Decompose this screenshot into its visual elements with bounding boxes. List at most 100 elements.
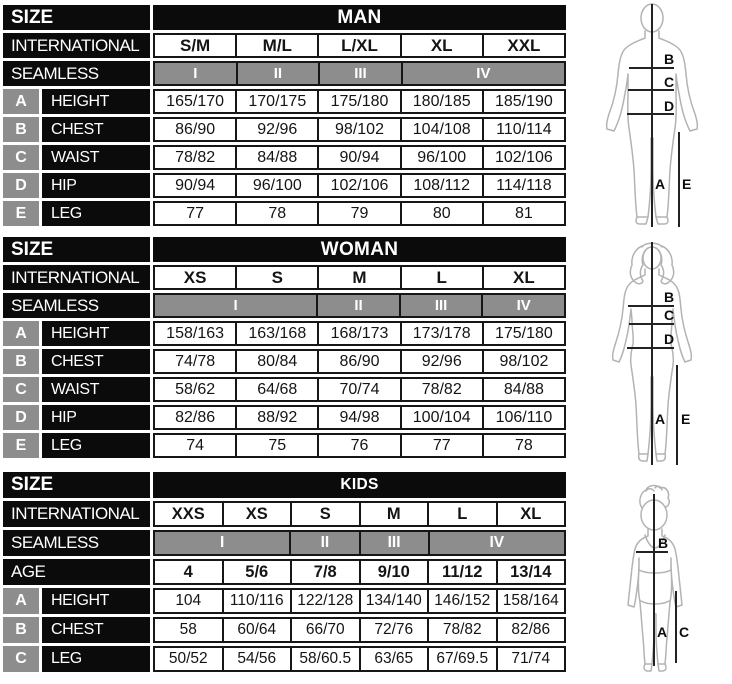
measure-value-cell: 104/108	[399, 117, 484, 142]
row-cells: 77 78 79 80 81	[153, 201, 567, 226]
child-inner-leg-label: A	[657, 624, 667, 640]
measure-value-cell: 80/84	[235, 349, 320, 374]
measure-value-cell: 78/82	[153, 145, 238, 170]
measure-value-cell: 108/112	[399, 173, 484, 198]
measure-value-cell: 77	[153, 201, 238, 226]
international-size-cell: L	[427, 501, 498, 527]
measure-label: HEIGHT	[42, 588, 150, 614]
measure-value-cell: 86/90	[153, 117, 238, 142]
measure-value-cell: 63/65	[358, 646, 429, 672]
size-header-label: SIZE	[3, 5, 150, 30]
seamless-row-label: SEAMLESS	[3, 61, 150, 86]
measure-label: HIP	[42, 405, 150, 430]
seamless-numeral-cell: I	[153, 530, 292, 556]
measure-value-cell: 78	[235, 201, 320, 226]
seamless-numeral-cell: IV	[481, 293, 566, 318]
measure-value-cell: 173/178	[399, 321, 484, 346]
row-cells: I II III IV	[153, 530, 566, 556]
measure-value-cell: 74/78	[153, 349, 238, 374]
age-value-cell: 13/14	[495, 559, 566, 585]
table-title: MAN	[153, 5, 566, 30]
measure-value-cell: 180/185	[399, 89, 484, 114]
international-row-label: INTERNATIONAL	[3, 33, 150, 58]
measure-label: HEIGHT	[42, 89, 150, 114]
international-size-cell: XS	[153, 265, 238, 290]
international-size-cell: L/XL	[317, 33, 402, 58]
row-cells: 50/52 54/56 58/60.5 63/65 67/69.5 71/74	[153, 646, 566, 672]
measure-value-cell: 158/164	[495, 588, 566, 614]
measure-value-cell: 146/152	[427, 588, 498, 614]
woman-waist-label: C	[664, 307, 674, 323]
measure-value-cell: 102/106	[481, 145, 567, 170]
measure-value-cell: 70/74	[317, 377, 402, 402]
measure-value-cell: 79	[317, 201, 402, 226]
size-header-label: SIZE	[3, 237, 150, 262]
table-row: B CHEST 86/90 92/96 98/102 104/108 110/114	[3, 117, 567, 142]
measure-value-cell: 102/106	[317, 173, 402, 198]
measure-value-cell: 84/88	[235, 145, 320, 170]
measure-value-cell: 77	[399, 433, 484, 458]
man-waist-label: C	[664, 74, 674, 90]
row-cells: MAN	[153, 5, 566, 30]
table-row: C WAIST 78/82 84/88 90/94 96/100 102/106	[3, 145, 567, 170]
measure-value-cell: 81	[481, 201, 567, 226]
table-row: INTERNATIONAL S/M M/L L/XL XL XXL	[3, 33, 567, 58]
man-inner-leg-label: A	[655, 176, 665, 192]
age-value-cell: 5/6	[221, 559, 292, 585]
measure-value-cell: 86/90	[317, 349, 402, 374]
table-row: SEAMLESS I II III IV	[3, 61, 566, 86]
seamless-numeral-cell: III	[398, 293, 484, 318]
measure-value-cell: 185/190	[481, 89, 567, 114]
measure-value-cell: 58/60.5	[290, 646, 361, 672]
measure-value-cell: 94/98	[317, 405, 402, 430]
measure-value-cell: 90/94	[153, 173, 238, 198]
row-cells: XXS XS S M L XL	[153, 501, 566, 527]
measure-letter-badge: B	[3, 617, 39, 643]
size-chart-tables: SIZE MAN INTERNATIONAL S/M M/L L/XL XL XXL SEAML…	[3, 5, 567, 675]
table-title: KIDS	[153, 472, 566, 498]
row-cells: I II III IV	[153, 61, 566, 86]
seamless-numeral-cell: IV	[427, 530, 566, 556]
measure-value-cell: 54/56	[221, 646, 292, 672]
measure-value-cell: 80	[399, 201, 484, 226]
international-row-label: INTERNATIONAL	[3, 501, 150, 527]
measure-value-cell: 82/86	[495, 617, 566, 643]
man-chest-label: B	[664, 51, 674, 67]
measure-value-cell: 88/92	[235, 405, 320, 430]
measure-label: CHEST	[42, 617, 150, 643]
measure-label: LEG	[42, 433, 150, 458]
woman-hip-label: D	[664, 331, 674, 347]
child-outer-leg-label: C	[679, 624, 689, 640]
row-cells: KIDS	[153, 472, 566, 498]
measure-value-cell: 106/110	[481, 405, 567, 430]
measure-letter-badge: B	[3, 117, 39, 142]
age-value-cell: 11/12	[427, 559, 498, 585]
international-size-cell: XS	[221, 501, 292, 527]
table-row: D HIP 82/86 88/92 94/98 100/104 106/110	[3, 405, 567, 430]
table-row: A HEIGHT 165/170 170/175 175/180 180/185 185/1…	[3, 89, 567, 114]
measure-letter-badge: E	[3, 433, 39, 458]
woman-figure: B C D A E	[611, 242, 693, 465]
woman-outer-leg-label: E	[681, 411, 690, 427]
international-size-cell: L	[399, 265, 484, 290]
row-cells: 74/78 80/84 86/90 92/96 98/102	[153, 349, 567, 374]
man-size-table: SIZE MAN INTERNATIONAL S/M M/L L/XL XL XXL SEAML…	[3, 5, 567, 226]
child-figure: B A C	[627, 484, 689, 672]
table-row: A HEIGHT 158/163 163/168 168/173 173/178 175/1…	[3, 321, 567, 346]
measure-value-cell: 100/104	[399, 405, 484, 430]
measure-letter-badge: E	[3, 201, 39, 226]
measure-label: HEIGHT	[42, 321, 150, 346]
measure-value-cell: 90/94	[317, 145, 402, 170]
table-title: WOMAN	[153, 237, 566, 262]
figure-column: B C D A E B C D A E	[598, 0, 732, 684]
man-outer-leg-label: E	[682, 176, 691, 192]
row-cells: 58 60/64 66/70 72/76 78/82 82/86	[153, 617, 566, 643]
table-row: E LEG 74 75 76 77 78	[3, 433, 567, 458]
international-size-cell: XL	[399, 33, 484, 58]
child-chest-label: B	[658, 535, 668, 551]
row-cells: S/M M/L L/XL XL XXL	[153, 33, 567, 58]
row-cells: 78/82 84/88 90/94 96/100 102/106	[153, 145, 567, 170]
seamless-numeral-cell: II	[235, 61, 321, 86]
measure-letter-badge: C	[3, 377, 39, 402]
age-row-label: AGE	[3, 559, 150, 585]
